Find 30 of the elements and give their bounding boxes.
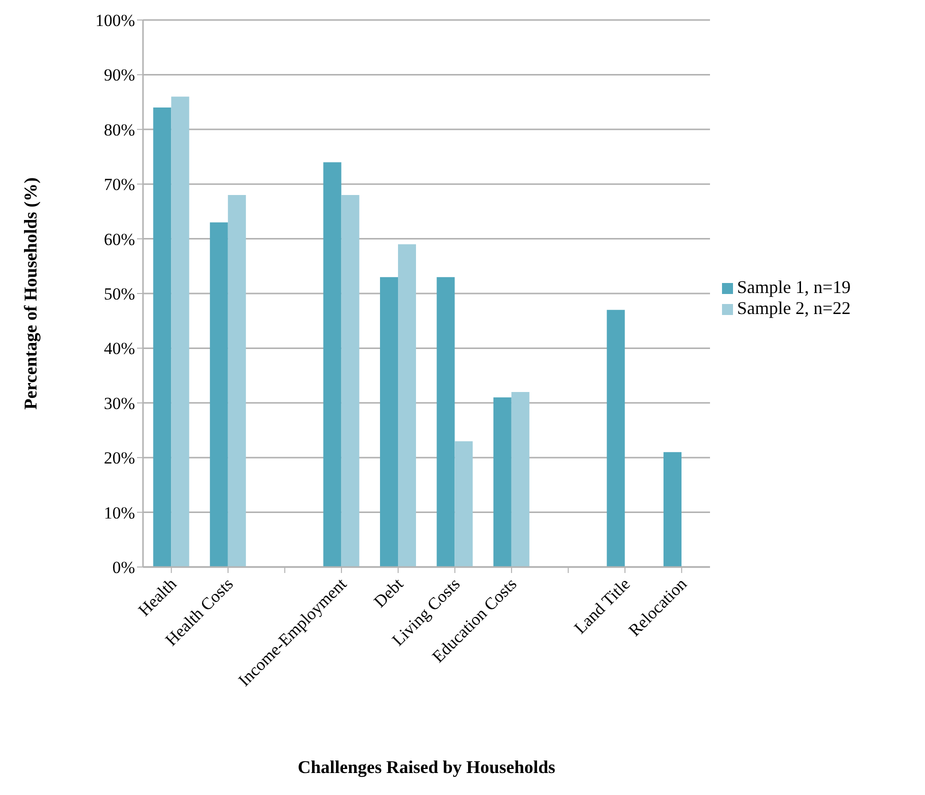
y-tick-label: 0%	[112, 558, 135, 578]
y-tick-label: 60%	[104, 230, 135, 249]
y-tick-label: 100%	[95, 11, 135, 30]
y-tick-label: 80%	[104, 120, 135, 140]
y-tick-label: 30%	[104, 394, 135, 413]
bar	[511, 392, 530, 567]
bar	[606, 310, 625, 567]
y-tick-label: 20%	[104, 448, 135, 468]
bar	[153, 108, 172, 567]
bar	[210, 222, 228, 567]
legend-label: Sample 1, n=19	[737, 276, 851, 296]
y-tick-label: 50%	[104, 284, 135, 304]
bar	[171, 96, 190, 567]
x-tick-label: Debt	[370, 574, 408, 612]
x-axis-title: Challenges Raised by Households	[298, 757, 556, 777]
y-tick-label: 40%	[104, 339, 135, 358]
bar	[454, 441, 473, 567]
bar	[341, 195, 360, 567]
bar	[493, 397, 512, 567]
y-tick-label: 10%	[104, 503, 135, 522]
legend-label: Sample 2, n=22	[737, 298, 851, 318]
bar	[664, 452, 682, 567]
bar	[228, 195, 246, 567]
bar	[323, 162, 342, 567]
bar	[398, 244, 416, 567]
y-tick-label: 70%	[104, 175, 135, 194]
y-tick-label: 90%	[104, 66, 135, 85]
y-axis-title: Percentage of Households (%)	[20, 177, 40, 410]
bar	[380, 277, 398, 567]
bar	[436, 277, 455, 567]
